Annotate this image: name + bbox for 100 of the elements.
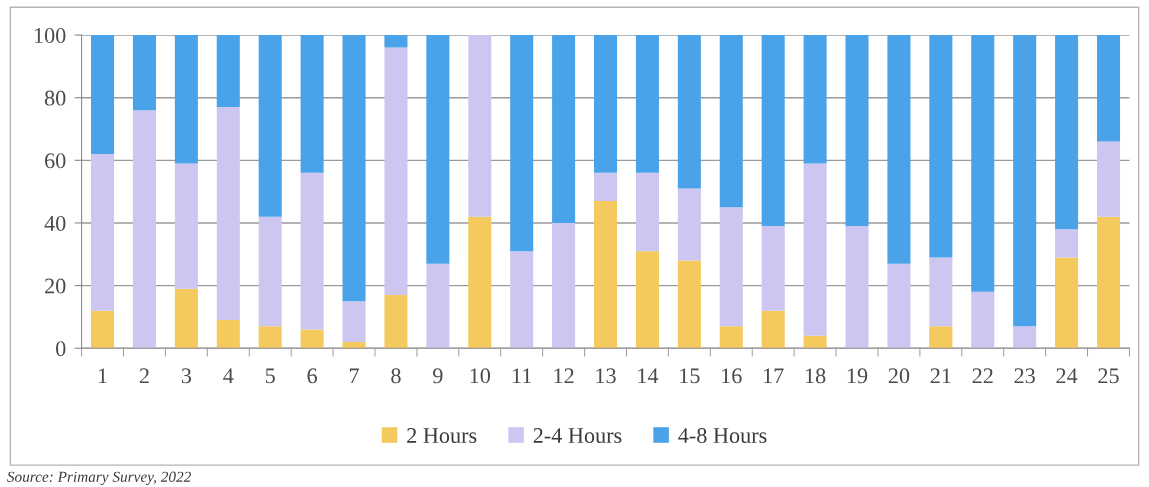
x-tick-label: 11: [512, 368, 532, 384]
bar: [719, 35, 743, 208]
bar: [635, 251, 659, 349]
y-tick-label: 20: [45, 278, 66, 294]
bar: [929, 257, 953, 327]
bar: [384, 47, 408, 295]
bar: [300, 172, 324, 330]
x-tick-label: 19: [847, 368, 868, 384]
bar: [719, 326, 743, 349]
bar: [216, 107, 240, 321]
bar: [1096, 35, 1121, 142]
bar: [552, 222, 576, 349]
bar: [1055, 229, 1079, 258]
x-tick-label: 1: [98, 368, 107, 384]
bar: [1096, 141, 1121, 217]
bar: [216, 320, 240, 349]
bar: [635, 35, 659, 173]
bar: [468, 35, 492, 217]
bar: [174, 35, 198, 164]
x-tick-label: 6: [307, 368, 318, 384]
bar: [677, 260, 701, 349]
bar: [1013, 326, 1037, 349]
x-tick-label: 4: [223, 368, 234, 384]
x-tick-label: 17: [764, 368, 784, 384]
bar: [216, 35, 240, 108]
bar: [132, 35, 156, 111]
bar: [845, 226, 869, 349]
bar: [300, 329, 324, 349]
x-tick-label: 9: [433, 368, 443, 384]
bar: [594, 35, 618, 173]
source-note: Source: Primary Survey, 2022: [7, 471, 191, 486]
bar: [803, 35, 827, 164]
bar: [300, 35, 324, 173]
x-tick-label: 18: [805, 368, 826, 384]
x-tick-label: 13: [596, 368, 616, 384]
bar: [761, 310, 785, 349]
bar: [510, 35, 534, 252]
bar: [594, 172, 618, 202]
bar: [929, 326, 953, 349]
x-tick-label: 2: [139, 368, 149, 384]
bar: [91, 310, 115, 349]
bar: [1055, 35, 1079, 230]
bar: [468, 216, 492, 349]
bar: [174, 288, 198, 349]
legend-label: 2-4 Hours: [533, 428, 622, 444]
bar: [594, 201, 618, 349]
y-tick-label: 40: [44, 215, 66, 231]
bar: [929, 35, 953, 258]
bar: [719, 207, 743, 327]
x-tick-label: 14: [638, 368, 659, 384]
bar: [258, 35, 282, 217]
legend-label: 4-8 Hours: [678, 428, 767, 444]
x-tick-label: 10: [470, 368, 491, 384]
bar: [91, 154, 115, 311]
bar: [384, 294, 408, 349]
bar: [384, 35, 408, 48]
y-tick-label: 80: [44, 90, 66, 106]
bar: [342, 301, 366, 342]
bar: [887, 263, 911, 349]
bar: [342, 35, 366, 302]
bar: [677, 188, 701, 261]
x-tick-label: 16: [722, 368, 742, 384]
bar: [426, 35, 450, 264]
bar: [1013, 35, 1037, 327]
y-tick-label: 0: [56, 341, 66, 357]
bar: [845, 35, 869, 227]
x-tick-label: 12: [554, 368, 574, 384]
bar: [342, 341, 366, 349]
bar: [887, 35, 911, 264]
bar: [803, 163, 827, 336]
bar: [91, 35, 115, 155]
bar: [971, 35, 995, 292]
bar: [510, 251, 534, 349]
bar: [761, 35, 785, 227]
y-tick-label: 60: [45, 153, 66, 169]
bar: [132, 110, 156, 349]
legend-label: 2 Hours: [407, 428, 477, 444]
x-tick-label: 8: [391, 368, 401, 384]
x-tick-label: 23: [1014, 368, 1035, 384]
bar: [1055, 257, 1079, 349]
x-tick-label: 20: [888, 368, 910, 384]
bar: [258, 326, 282, 349]
x-tick-label: 24: [1056, 368, 1078, 384]
x-tick-label: 22: [972, 368, 993, 384]
x-tick-label: 5: [265, 368, 275, 384]
bar: [174, 163, 198, 289]
bar: [803, 335, 827, 349]
x-tick-label: 7: [349, 368, 359, 384]
bar: [635, 172, 659, 252]
y-tick-label: 100: [34, 28, 66, 43]
bar: [552, 35, 576, 223]
bar: [258, 216, 282, 327]
x-tick-label: 21: [930, 368, 951, 384]
x-tick-label: 3: [181, 368, 192, 384]
x-tick-label: 25: [1098, 368, 1119, 384]
bar: [761, 226, 785, 311]
x-tick-label: 15: [680, 368, 700, 384]
bar: [1096, 216, 1121, 349]
bar: [677, 35, 701, 189]
bar: [971, 291, 995, 349]
